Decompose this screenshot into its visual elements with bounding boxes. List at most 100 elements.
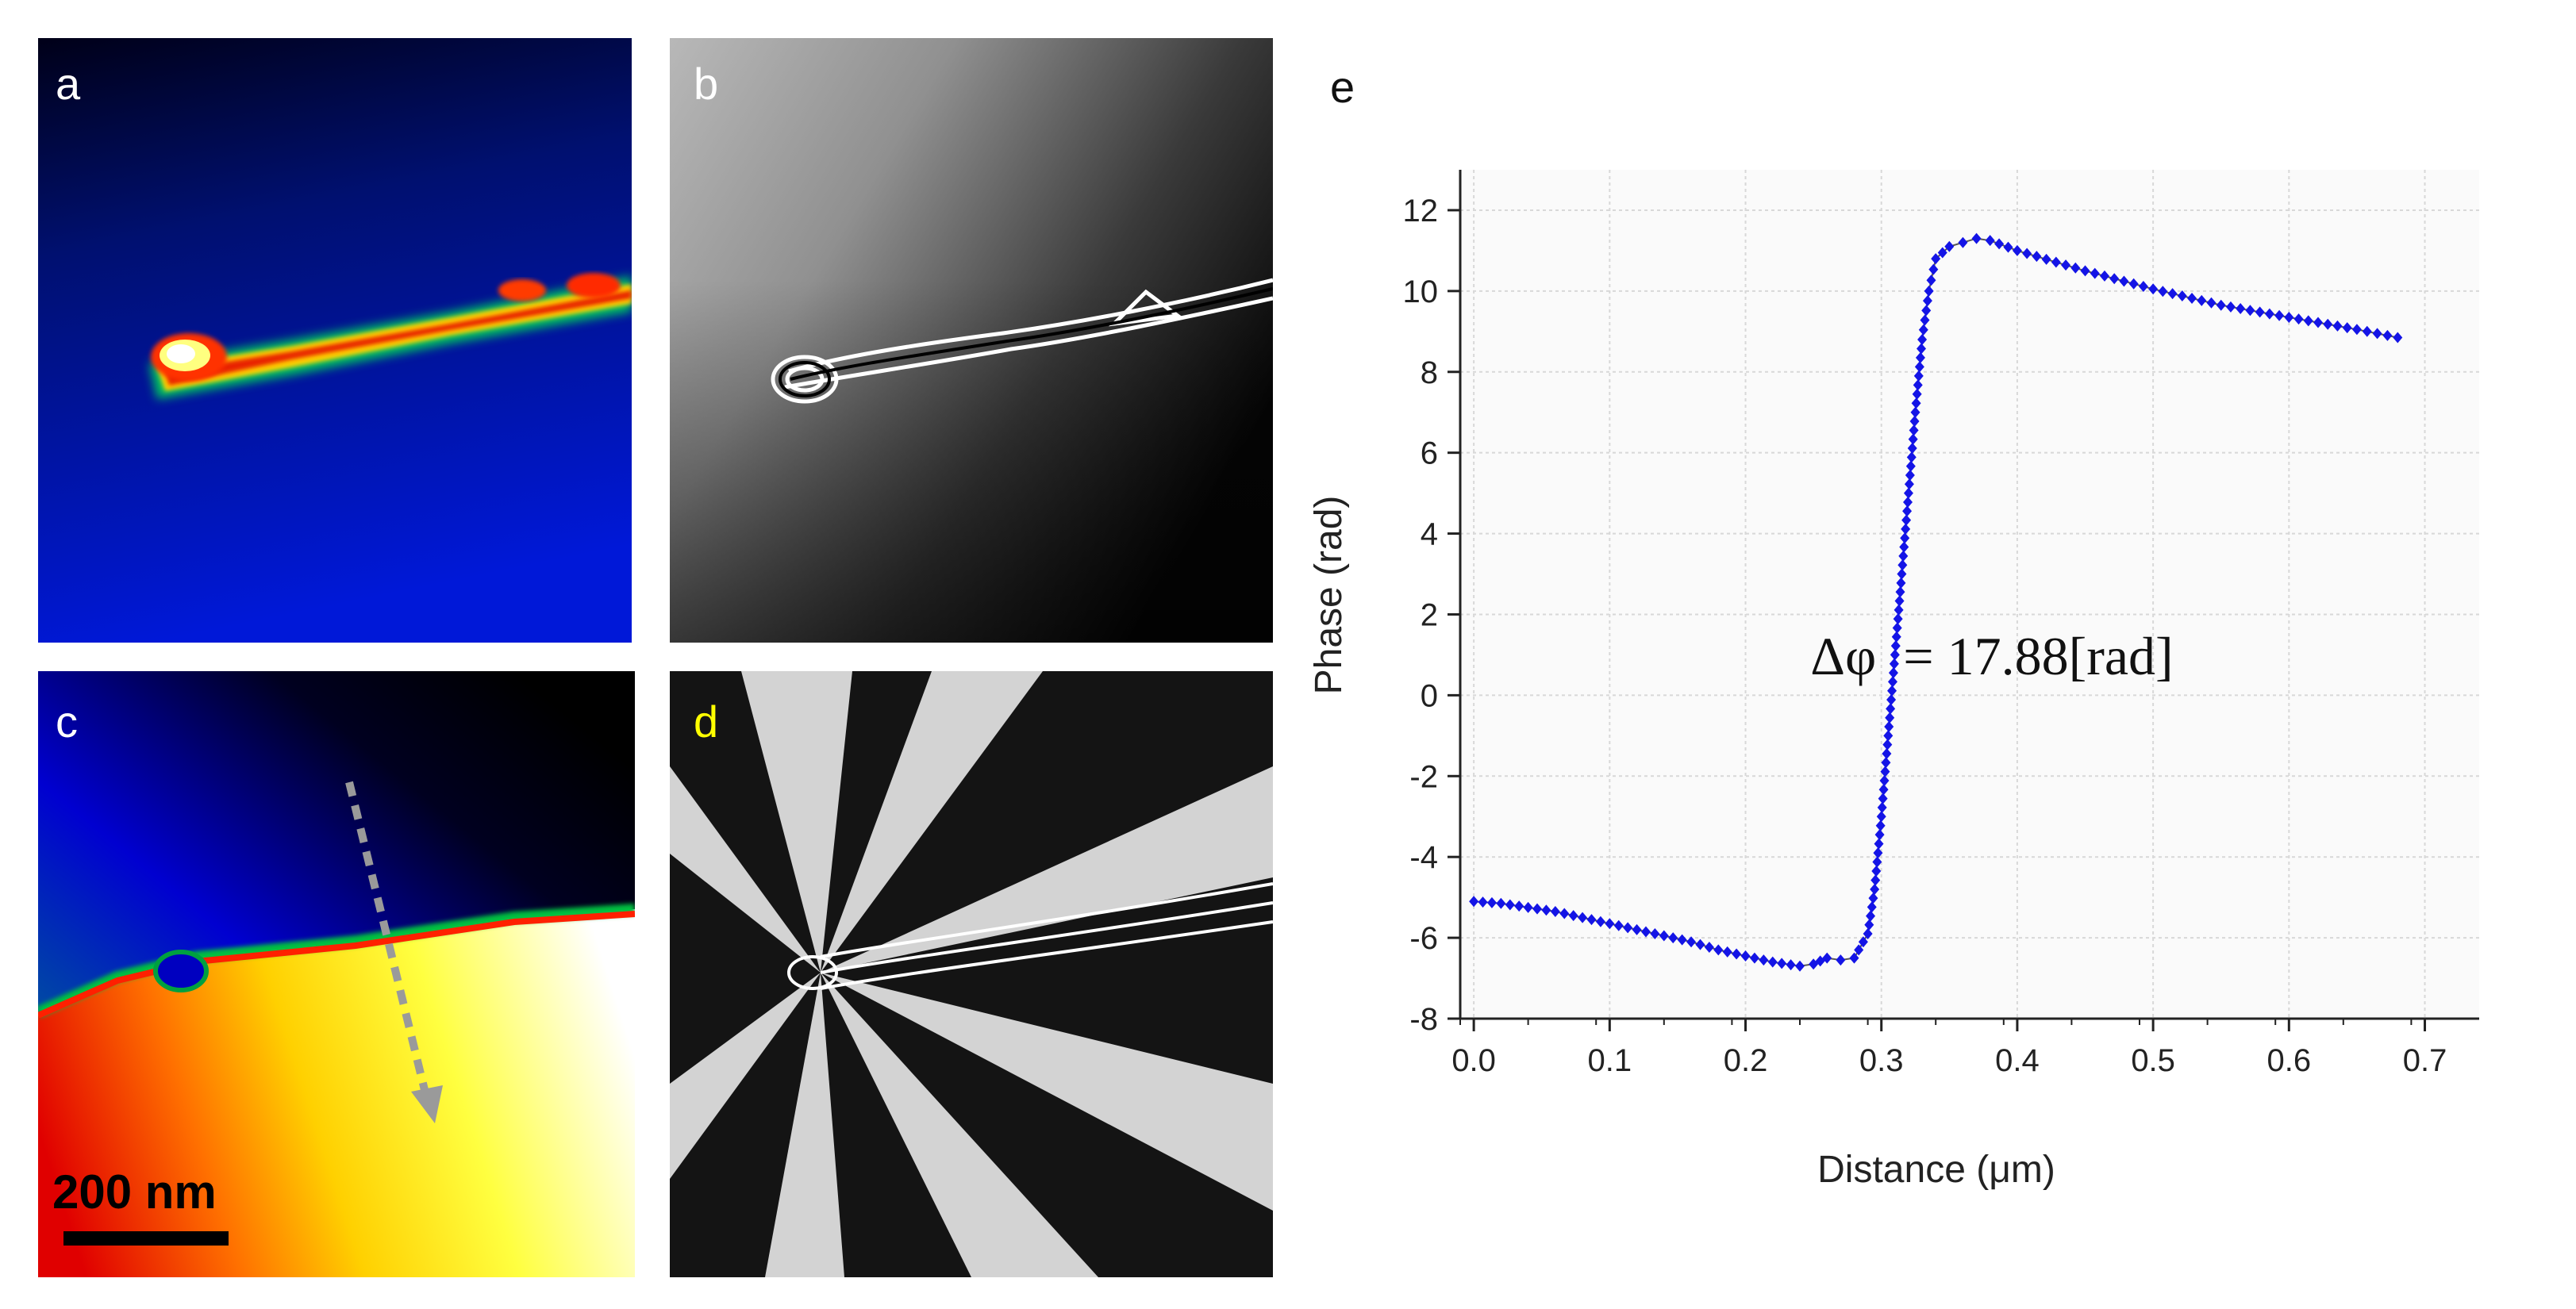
data-point [1469, 896, 1479, 908]
data-point [1898, 550, 1909, 562]
data-point [2003, 241, 2013, 253]
x-tick-label: 0.6 [2267, 1043, 2312, 1078]
data-point [1900, 532, 1910, 544]
x-tick-label: 0.2 [1724, 1043, 1768, 1078]
data-point [1904, 478, 1914, 490]
data-point [1944, 240, 1955, 252]
data-point [1894, 595, 1905, 607]
data-point [1866, 910, 1876, 922]
data-point [1870, 883, 1880, 895]
data-point [1870, 874, 1881, 886]
data-point [1586, 914, 1597, 926]
data-point [1873, 847, 1883, 859]
data-point [1713, 944, 1724, 956]
y-tick-label: 4 [1421, 517, 1438, 552]
data-point [1924, 285, 1934, 297]
data-point [1695, 939, 1705, 950]
panel-e-label: e [1330, 62, 1355, 112]
data-point [1903, 487, 1913, 499]
data-point [1890, 649, 1900, 661]
data-point [1888, 667, 1898, 679]
data-point [1523, 901, 1533, 913]
data-point [1913, 379, 1923, 391]
data-point [2061, 259, 2071, 271]
data-point [1887, 685, 1897, 697]
data-point [1915, 351, 1925, 363]
data-point [1854, 944, 1864, 956]
data-point [1550, 905, 1560, 917]
data-point [2274, 309, 2285, 321]
data-point [2206, 297, 2217, 309]
data-point [1795, 960, 1805, 972]
data-point [2041, 253, 2051, 265]
data-point [2119, 275, 2129, 287]
data-point [1872, 856, 1882, 868]
data-point [1909, 424, 1919, 436]
data-point [1931, 253, 1941, 265]
data-point [1902, 505, 1913, 517]
y-tick-label: -2 [1409, 759, 1438, 794]
panel-c-label: c [56, 697, 78, 747]
data-point [1899, 541, 1909, 553]
data-point [1889, 658, 1899, 670]
data-point [1605, 918, 1615, 930]
data-point [1640, 926, 1651, 938]
data-point [1864, 919, 1874, 931]
data-point [1920, 314, 1930, 326]
data-point [2138, 281, 2148, 293]
panel-b-image: b [670, 38, 1273, 643]
data-point [1913, 370, 1924, 382]
x-tick-label: 0.7 [2403, 1043, 2447, 1078]
data-point [1878, 793, 1888, 804]
data-point [1895, 586, 1905, 598]
data-point [1886, 694, 1897, 706]
data-point [1659, 930, 1669, 942]
y-tick-label: 2 [1421, 597, 1438, 632]
data-point [1886, 703, 1896, 715]
data-point [1937, 247, 1947, 259]
data-point [1958, 236, 1968, 248]
data-point [1677, 934, 1687, 946]
data-point [1885, 712, 1895, 724]
data-point [1822, 952, 1832, 964]
data-point [1897, 559, 1908, 571]
data-point [2197, 294, 2207, 306]
data-point [1905, 460, 1916, 472]
data-point [1887, 676, 1897, 688]
data-point [1893, 613, 1903, 625]
data-point [1891, 631, 1901, 643]
x-tick-label: 0.5 [2131, 1043, 2175, 1078]
data-point [1985, 235, 1995, 247]
data-point [2128, 278, 2139, 290]
data-point [1740, 950, 1751, 962]
data-point [1896, 577, 1906, 589]
x-tick-label: 0.4 [1995, 1043, 2040, 1078]
data-point [1532, 903, 1543, 915]
data-point [2051, 256, 2061, 268]
data-point [2284, 311, 2294, 323]
data-point [1905, 469, 1915, 481]
data-point [1908, 433, 1918, 445]
phase-profile-plot: 0.0 0.1 0.2 0.3 0.4 0.5 0.6 0.7 -8 -6 -4 -2 0 2 4 6 8 10 1… [1308, 170, 2479, 1191]
data-point [2148, 283, 2159, 295]
data-point [1910, 406, 1920, 418]
data-point [1868, 892, 1878, 904]
data-point [2236, 303, 2246, 315]
data-point [2303, 315, 2313, 327]
data-point [1879, 774, 1890, 786]
data-point [1878, 784, 1889, 796]
data-point [1914, 361, 1924, 373]
data-point [2080, 265, 2090, 277]
y-tick-label: -4 [1409, 840, 1438, 875]
data-point [2158, 286, 2168, 298]
data-point [2216, 299, 2226, 311]
data-point [1892, 622, 1902, 634]
data-point [1911, 397, 1921, 409]
data-point [1668, 932, 1678, 944]
data-point [2070, 262, 2081, 274]
data-point [1867, 901, 1877, 913]
data-point [1505, 899, 1515, 911]
scale-bar-label: 200 nm [52, 1165, 217, 1219]
data-point [2225, 301, 2236, 313]
data-point [2382, 329, 2393, 341]
